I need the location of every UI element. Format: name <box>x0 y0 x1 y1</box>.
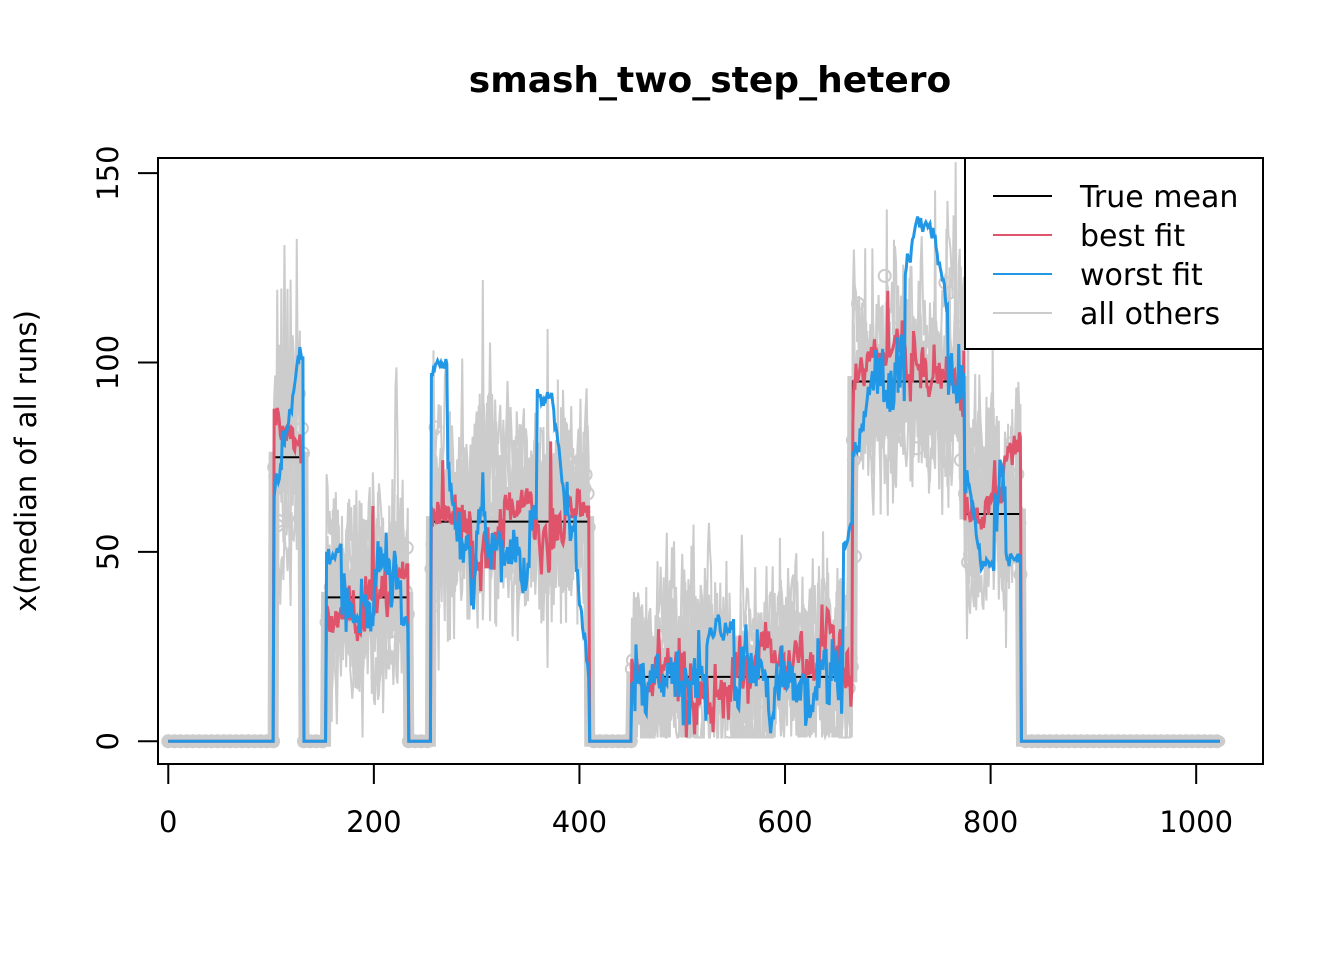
x-tick-label: 400 <box>552 805 607 839</box>
other-run-point <box>399 540 414 555</box>
legend-box <box>964 157 1264 350</box>
other-run-point <box>963 547 978 562</box>
other-run-point <box>580 486 595 501</box>
other-run-point <box>640 653 655 668</box>
other-run-point <box>441 548 456 563</box>
legend-label: all others <box>1080 297 1220 332</box>
other-run-point <box>757 694 772 709</box>
other-run-point <box>660 697 675 712</box>
y-tick-label: 150 <box>91 145 125 200</box>
other-run-point <box>937 421 952 436</box>
other-run-point <box>383 624 398 639</box>
x-tick-label: 600 <box>757 805 812 839</box>
x-tick-label: 0 <box>159 805 177 839</box>
legend-items: True mean best fit worst fit all others <box>993 180 1238 332</box>
plot-area <box>161 162 1226 749</box>
other-run-point <box>909 441 924 456</box>
other-run-point <box>931 393 946 408</box>
legend: True mean best fit worst fit all others <box>964 157 1264 350</box>
x-tick-label: 1000 <box>1159 805 1233 839</box>
legend-label: True mean <box>1079 180 1238 215</box>
other-run-point <box>941 400 956 415</box>
y-tick-label: 0 <box>91 732 125 750</box>
worst-fit-line <box>168 216 1220 743</box>
other-run-point <box>851 296 865 311</box>
other-run-point <box>573 453 588 468</box>
other-run-point <box>578 467 593 482</box>
x-axis: 0 200 400 600 800 1000 <box>159 763 1233 839</box>
worst-fit-series-group <box>168 216 1220 743</box>
chart-title: smash_two_step_hetero <box>469 60 951 101</box>
other-run-point <box>960 555 975 570</box>
other-run-point <box>428 420 443 435</box>
y-axis: 0 50 100 150 <box>91 145 159 751</box>
y-axis-label: x(median of all runs) <box>9 310 43 612</box>
other-run-point <box>375 620 390 635</box>
y-tick-label: 50 <box>91 533 125 570</box>
legend-label: best fit <box>1080 219 1185 254</box>
x-tick-label: 200 <box>346 805 401 839</box>
y-tick-label: 100 <box>91 335 125 390</box>
legend-label: worst fit <box>1080 258 1203 293</box>
x-tick-label: 800 <box>963 805 1018 839</box>
other-run-point <box>570 455 585 470</box>
other-run-point <box>877 268 892 283</box>
other-run-point <box>869 399 884 414</box>
other-run-point <box>1010 467 1025 482</box>
